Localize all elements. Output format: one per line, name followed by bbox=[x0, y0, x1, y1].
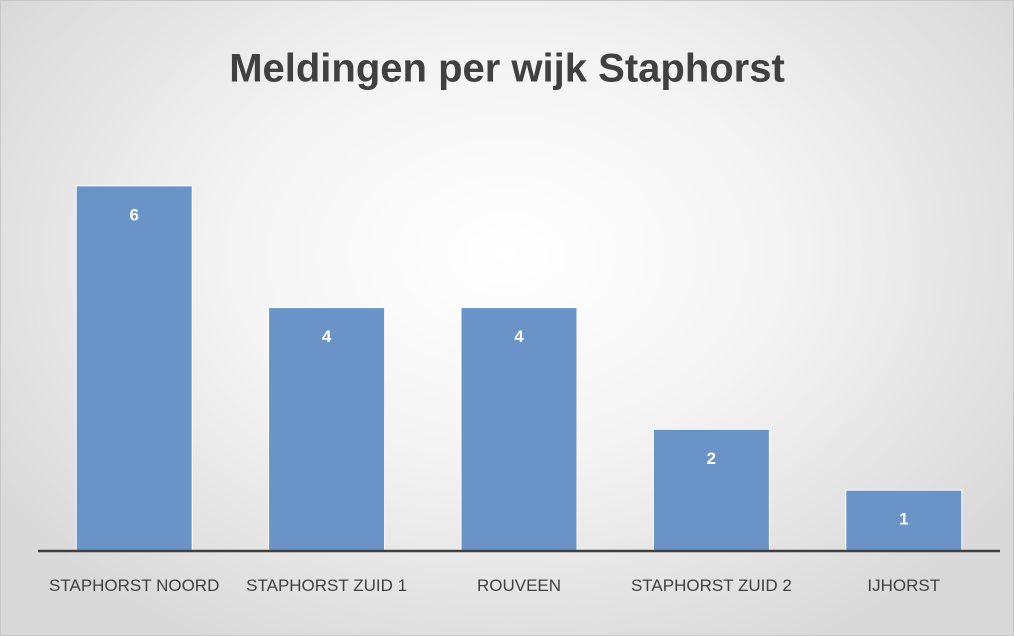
x-tick-label: ROUVEEN bbox=[476, 576, 562, 595]
bar bbox=[460, 307, 578, 552]
bar bbox=[268, 307, 386, 552]
data-label: 6 bbox=[129, 205, 138, 224]
chart-title: Meldingen per wijk Staphorst bbox=[229, 47, 785, 91]
x-tick-label: STAPHORST NOORD bbox=[49, 576, 220, 595]
bar bbox=[75, 185, 193, 552]
data-label: 4 bbox=[514, 327, 524, 346]
bar bbox=[845, 489, 963, 552]
data-label: 4 bbox=[322, 327, 332, 346]
x-tick-label: STAPHORST ZUID 2 bbox=[630, 576, 792, 595]
data-label: 2 bbox=[707, 449, 716, 468]
x-tick-label: STAPHORST ZUID 1 bbox=[246, 576, 408, 595]
x-tick-label: IJHORST bbox=[867, 576, 941, 595]
bar bbox=[652, 428, 770, 552]
data-label: 1 bbox=[899, 510, 908, 529]
